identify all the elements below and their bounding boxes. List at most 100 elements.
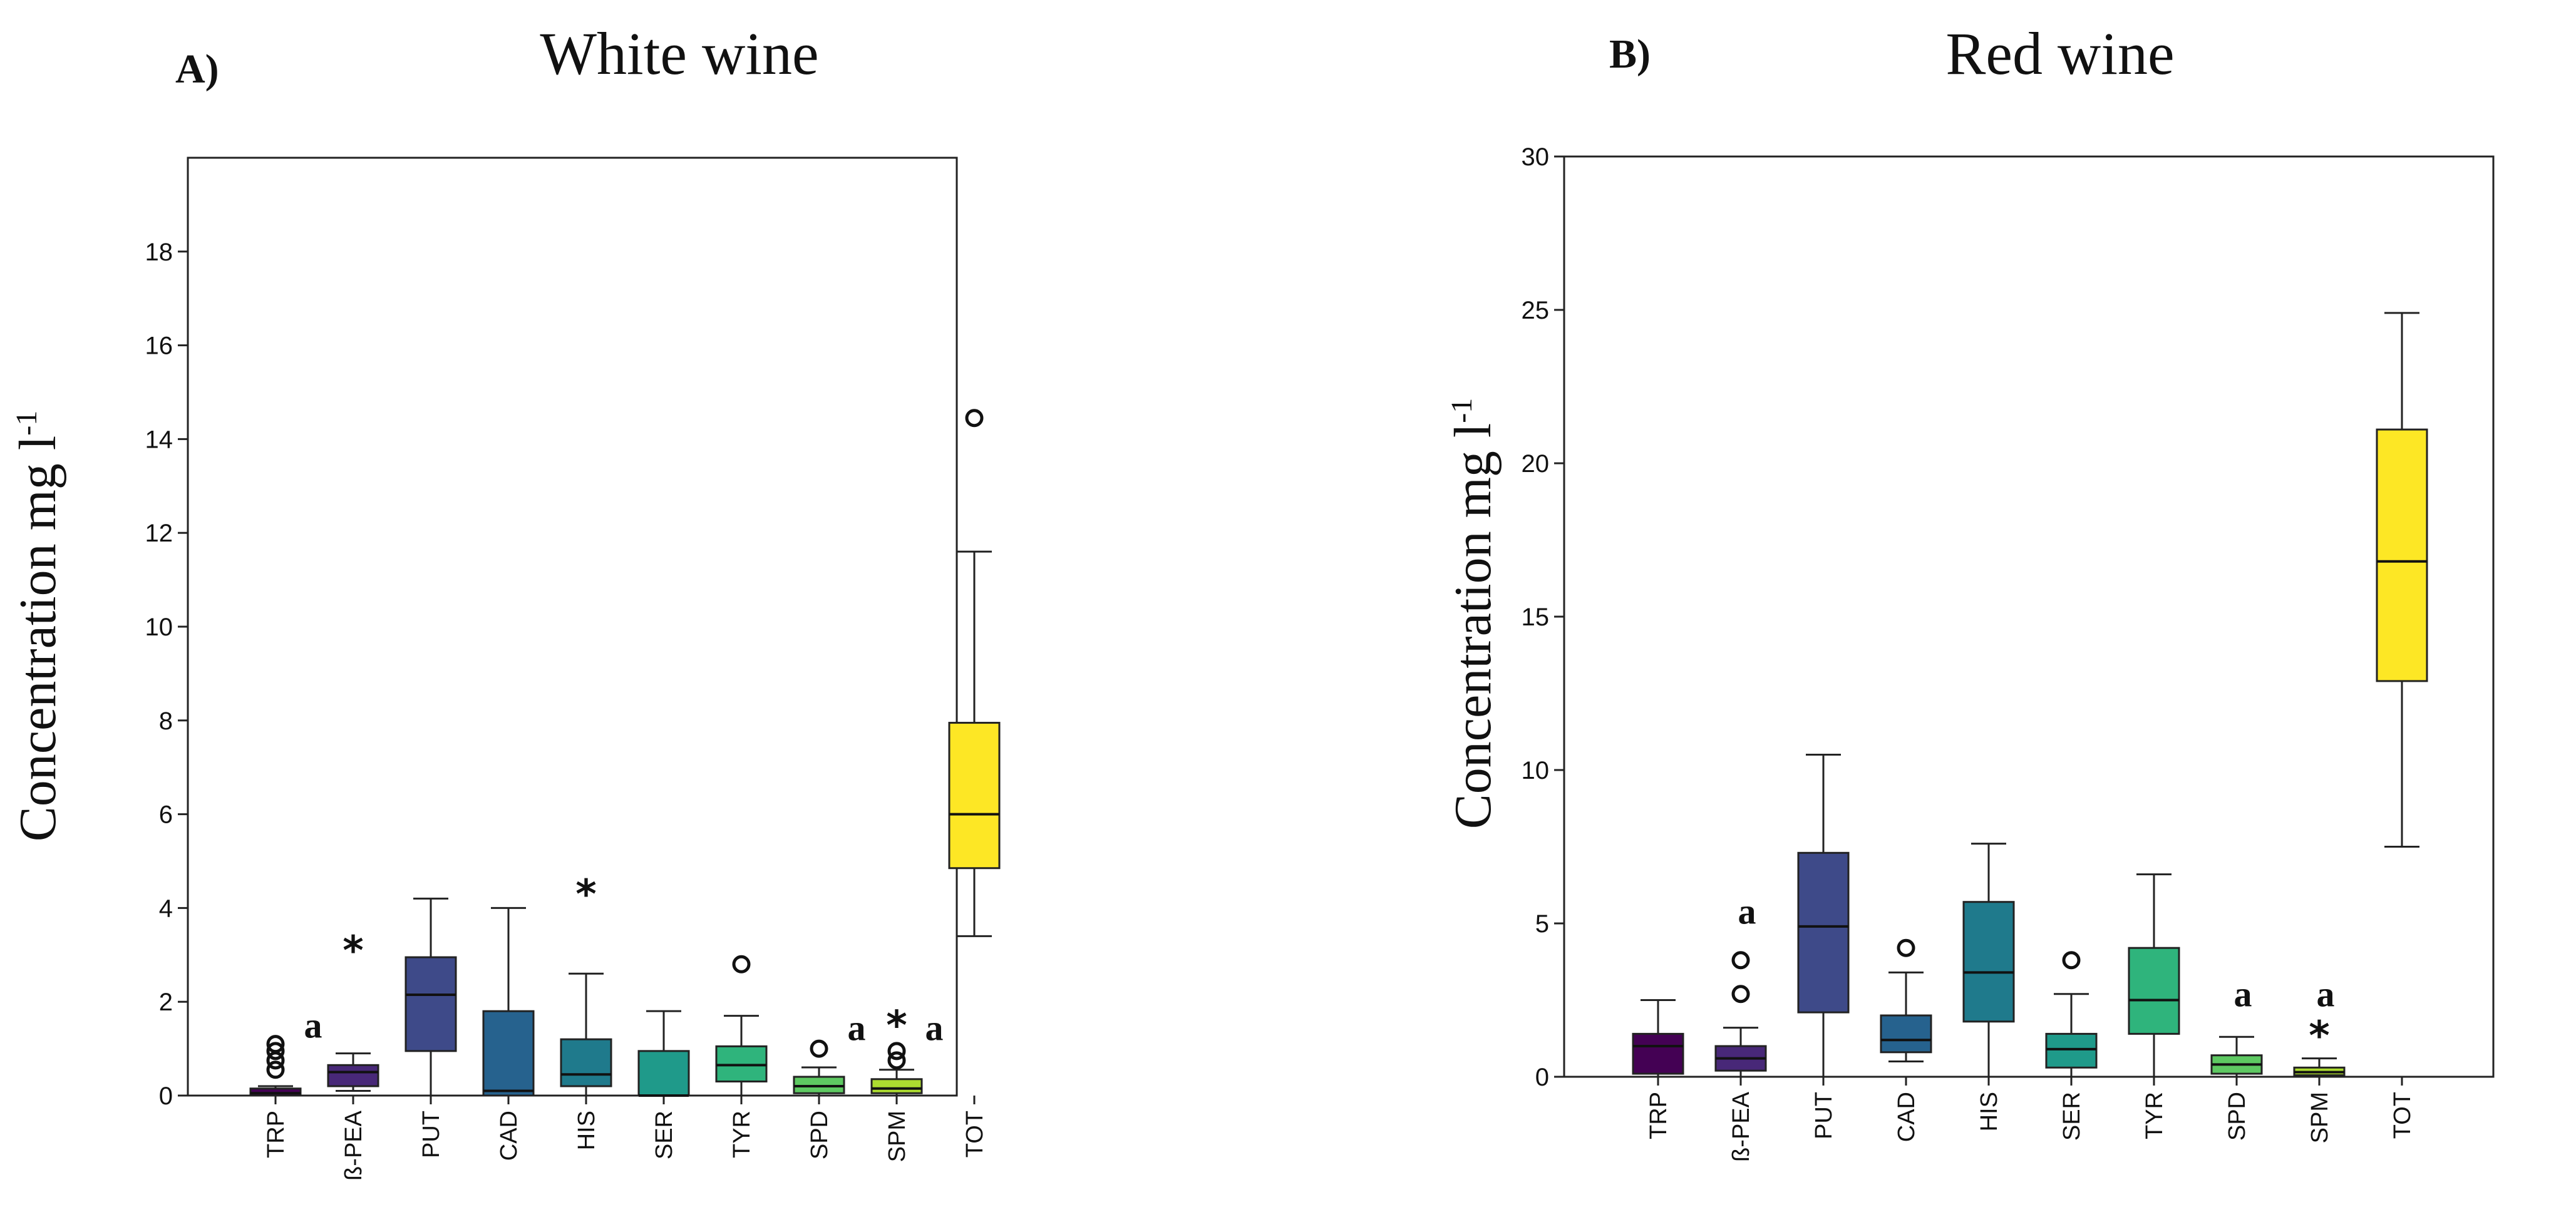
y-tick-label: 5 xyxy=(1535,910,1549,938)
box-iqr xyxy=(1632,1032,1684,1075)
x-tick-label: SER xyxy=(2059,1092,2085,1141)
y-axis-label-main: Concentration mg l xyxy=(9,436,67,842)
chart-title: White wine xyxy=(540,20,818,87)
y-tick-label: 18 xyxy=(145,239,173,266)
box-iqr xyxy=(2128,947,2180,1035)
x-tick-label: ß-PEA xyxy=(341,1110,367,1181)
box-iqr xyxy=(560,1038,612,1087)
x-tick-label: HIS xyxy=(1976,1092,2002,1131)
box--pea: ß-PEA a xyxy=(1714,891,1767,1162)
outlier-circle-marker xyxy=(266,1035,285,1054)
y-axis-label-superscript: -1 xyxy=(10,411,43,436)
y-tick-label: 30 xyxy=(1522,143,1550,171)
outlier-circle-marker xyxy=(1731,985,1750,1004)
significance-annotation: a xyxy=(2317,974,2335,1015)
box-spd: SPD a xyxy=(2210,974,2263,1141)
x-tick-label: HIS xyxy=(574,1111,600,1150)
y-tick-label: 16 xyxy=(145,332,173,360)
x-tick-label: TYR xyxy=(729,1111,755,1158)
y-axis-label: Concentration mg l-1 xyxy=(1444,398,1502,829)
outlier-circle-marker xyxy=(266,1060,285,1079)
x-tick-label: SER xyxy=(651,1111,677,1159)
plot-frame xyxy=(187,157,958,1097)
box-iqr xyxy=(2045,1032,2098,1069)
y-tick-label: 6 xyxy=(159,801,173,829)
significance-annotation: a xyxy=(304,1005,322,1046)
significance-annotation: a xyxy=(925,1007,944,1048)
y-tick-label: 12 xyxy=(145,520,173,547)
box-put: PUT xyxy=(404,897,457,1158)
box-cad: CAD xyxy=(1880,938,1932,1142)
x-tick-label: PUT xyxy=(418,1111,445,1158)
outlier-circle-marker xyxy=(266,1042,285,1060)
outlier-circle-marker xyxy=(887,1051,906,1070)
extreme-star-marker: * xyxy=(575,871,596,918)
y-axis-label: Concentration mg l-1 xyxy=(9,411,67,842)
box-iqr xyxy=(404,956,457,1052)
y-tick-label: 20 xyxy=(1522,450,1550,478)
x-tick-label: CAD xyxy=(496,1111,522,1161)
box-put: PUT xyxy=(1797,754,1850,1139)
box-his: HIS * xyxy=(560,871,612,1150)
y-tick-label: 14 xyxy=(145,426,173,453)
y-tick-label: 8 xyxy=(159,707,173,735)
x-tick-label: TYR xyxy=(2141,1092,2168,1139)
box-spd: SPD a xyxy=(793,1007,866,1159)
box-ser: SER xyxy=(637,1010,690,1159)
plot-frame xyxy=(1563,155,2495,1078)
box-ser: SER xyxy=(2045,951,2098,1141)
y-tick-label: 15 xyxy=(1522,603,1550,631)
x-tick-label: TOT xyxy=(962,1111,988,1158)
y-tick-label: 0 xyxy=(1535,1064,1549,1091)
box--pea: ß-PEA * xyxy=(327,928,379,1181)
box-tyr: TYR xyxy=(2128,873,2180,1139)
chart-title: Red wine xyxy=(1945,20,2174,87)
y-axis-label-main: Concentration mg l xyxy=(1444,423,1502,829)
y-tick-label: 25 xyxy=(1522,297,1550,324)
y-tick-label: 0 xyxy=(159,1082,173,1110)
significance-annotation: a xyxy=(848,1007,866,1048)
box-his: HIS xyxy=(1962,843,2015,1131)
box-iqr xyxy=(870,1078,923,1094)
box-spm: SPM *a xyxy=(2293,974,2346,1143)
box-iqr xyxy=(2376,428,2428,682)
x-tick-label: CAD xyxy=(1893,1092,1920,1142)
x-tick-label: SPD xyxy=(2224,1092,2250,1141)
extreme-star-marker: * xyxy=(343,928,363,974)
box-iqr xyxy=(1797,851,1850,1014)
panel-letter: B) xyxy=(1609,31,1651,77)
outlier-circle-marker xyxy=(887,1042,906,1060)
chart-panel-white-wine: A) White wine Concentration mg l-1 0 2 4 6 8 10 1… xyxy=(9,20,1001,1181)
y-axis-label-superscript: -1 xyxy=(1445,398,1478,423)
x-tick-label: TRP xyxy=(263,1111,289,1158)
y-tick-label: 10 xyxy=(145,614,173,641)
box-tot: TOT xyxy=(2376,312,2428,1139)
box-iqr xyxy=(482,1010,535,1097)
y-tick-label: 2 xyxy=(159,989,173,1016)
x-tick-label: TRP xyxy=(1646,1092,1672,1139)
outlier-circle-marker xyxy=(2062,951,2081,970)
box-tot: TOT xyxy=(948,409,1001,1158)
outlier-circle-marker xyxy=(965,409,984,428)
extreme-star-marker: * xyxy=(886,1003,907,1049)
x-tick-label: TOT xyxy=(2389,1092,2416,1139)
significance-annotation: a xyxy=(2234,974,2252,1015)
y-tick-label: 4 xyxy=(159,895,173,922)
outlier-circle-marker xyxy=(810,1039,828,1058)
x-tick-label: SPM xyxy=(2307,1092,2333,1143)
box-trp: TRP xyxy=(1632,999,1684,1139)
box-tyr: TYR xyxy=(715,955,768,1158)
box-iqr xyxy=(1880,1014,1932,1054)
significance-annotation: a xyxy=(1738,891,1756,932)
x-tick-label: PUT xyxy=(1811,1092,1837,1139)
extreme-star-marker: * xyxy=(2309,1014,2329,1060)
box-iqr xyxy=(1962,901,2015,1023)
box-cad: CAD xyxy=(482,906,535,1161)
box-iqr xyxy=(948,722,1001,870)
outlier-circle-marker xyxy=(1897,938,1915,957)
y-tick-label: 10 xyxy=(1522,757,1550,784)
chart-panel-red-wine: B) Red wine Concentration mg l-1 0 5 10 15 20 25… xyxy=(1444,20,2495,1162)
box-trp: TRP a xyxy=(249,1005,322,1158)
x-tick-label: SPM xyxy=(884,1111,910,1162)
